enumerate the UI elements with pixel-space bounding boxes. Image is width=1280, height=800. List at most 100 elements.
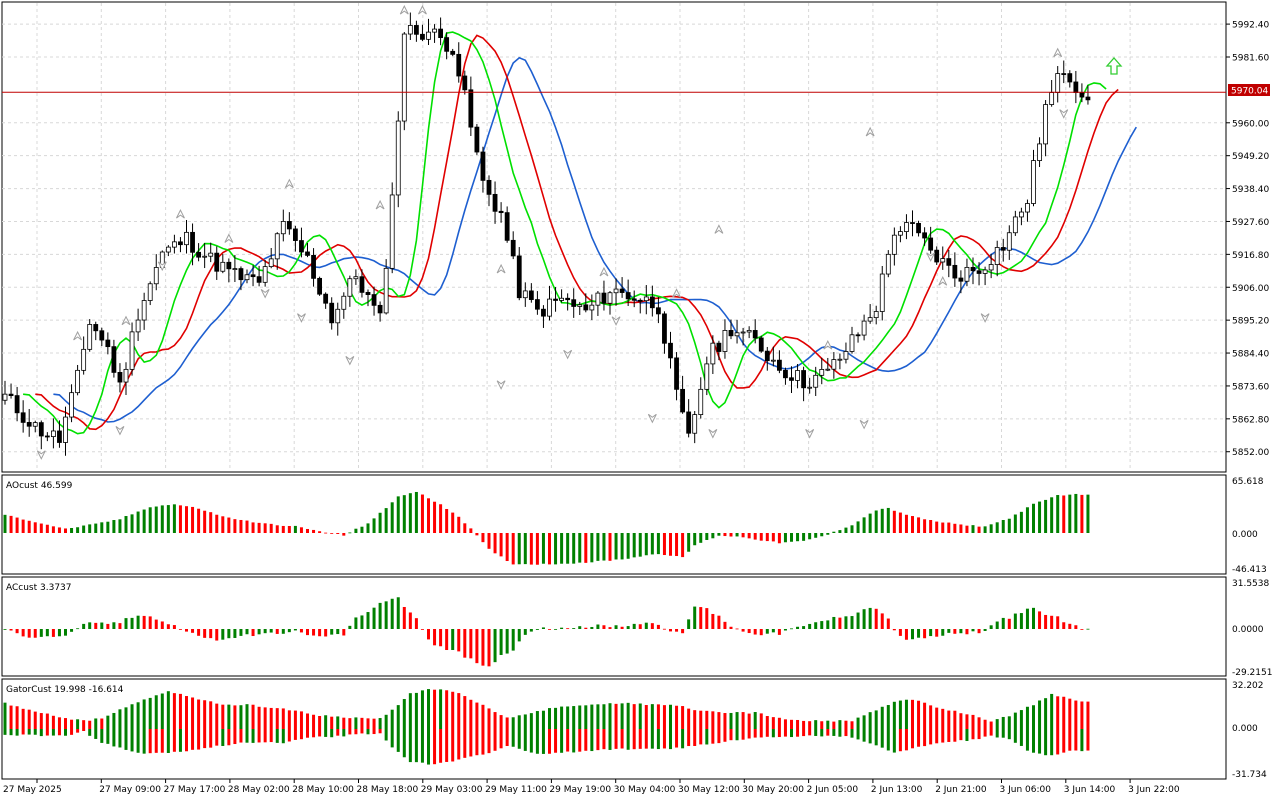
histogram-bar	[832, 616, 836, 629]
histogram-bar	[620, 729, 624, 749]
candle-body-bear	[1079, 92, 1085, 98]
fractal-down-marker	[260, 288, 270, 299]
histogram-bar	[560, 729, 564, 753]
candle-body-bear	[498, 210, 504, 214]
histogram-bar	[935, 729, 939, 744]
price-panel[interactable]	[1, 1, 1227, 473]
histogram-bar	[844, 527, 848, 533]
histogram-bar	[874, 510, 878, 533]
histogram-bar	[275, 708, 279, 729]
histogram-bar	[790, 719, 793, 729]
candle-body-bear	[716, 342, 722, 352]
histogram-bar	[348, 718, 352, 729]
candle	[474, 124, 480, 155]
histogram-bar	[396, 597, 400, 629]
candle	[262, 260, 268, 287]
histogram-bar	[826, 720, 830, 729]
histogram-bar	[185, 729, 188, 752]
histogram-bar	[584, 533, 588, 563]
histogram-bar	[402, 606, 406, 629]
histogram-bar	[923, 702, 927, 729]
candle	[20, 400, 26, 433]
histogram-bar	[971, 729, 975, 740]
candle	[904, 214, 909, 240]
histogram-bar	[790, 628, 793, 630]
histogram-bar	[578, 705, 582, 729]
histogram-bar	[892, 629, 896, 631]
histogram-bar	[487, 708, 491, 729]
time-axis-label: 28 May 02:00	[228, 785, 290, 795]
histogram-bar	[402, 495, 406, 533]
histogram-bar	[124, 516, 128, 533]
histogram-bar	[1001, 519, 1005, 533]
candle-body-bear	[299, 240, 304, 253]
candle-body-bull	[873, 311, 879, 319]
candle	[1006, 225, 1012, 260]
histogram-bar	[487, 629, 491, 667]
histogram-bar	[959, 629, 963, 634]
histogram-bar	[469, 729, 473, 757]
histogram-bar	[632, 623, 636, 629]
current-price-tag: 5970.04	[1228, 84, 1270, 97]
histogram-bar	[209, 701, 213, 729]
histogram-bar	[360, 717, 364, 729]
time-axis-label: 29 May 11:00	[485, 785, 547, 795]
gator-panel[interactable]: GatorCust 19.998 -16.614	[1, 678, 1227, 780]
candle	[141, 292, 147, 330]
candle-body-bear	[649, 296, 655, 309]
candle-body-bear	[1000, 247, 1006, 251]
histogram-bar	[505, 729, 509, 746]
histogram-bar	[850, 616, 854, 629]
histogram-bar	[850, 729, 854, 738]
histogram-bar	[414, 491, 418, 533]
histogram-bar	[832, 721, 836, 729]
histogram-bar	[777, 533, 781, 544]
histogram-bar	[287, 710, 291, 729]
candle	[656, 297, 661, 324]
histogram-bar	[995, 719, 999, 729]
candle	[1043, 100, 1048, 157]
histogram-bar	[693, 710, 697, 729]
histogram-bar	[366, 718, 370, 729]
candle-body-bear	[680, 388, 685, 413]
fractal-down-marker	[926, 252, 936, 262]
candle	[619, 277, 625, 298]
candle	[93, 321, 99, 341]
histogram-bar	[614, 729, 618, 749]
histogram-bar	[384, 601, 388, 629]
histogram-bar	[644, 622, 648, 629]
histogram-bar	[263, 729, 267, 743]
histogram-bar	[378, 729, 382, 734]
histogram-bar	[566, 533, 570, 564]
histogram-bar	[892, 510, 896, 533]
histogram-bar	[239, 519, 243, 533]
time-axis-label: 3 Jun 22:00	[1128, 785, 1180, 795]
candle	[764, 346, 770, 371]
candle-body-bull	[395, 120, 401, 196]
fractal-up-marker	[714, 224, 724, 234]
histogram-bar	[747, 533, 751, 539]
histogram-bar	[142, 699, 146, 729]
histogram-bar	[596, 624, 600, 629]
candle-body-bear	[910, 222, 915, 224]
histogram-bar	[439, 629, 443, 647]
histogram-bar	[838, 720, 842, 729]
histogram-bar	[154, 619, 158, 629]
histogram-bar	[112, 729, 116, 747]
candle	[770, 346, 776, 367]
candle-body-bear	[789, 377, 794, 381]
histogram-bar	[735, 628, 739, 630]
histogram-bar	[414, 618, 418, 629]
histogram-bar	[172, 693, 176, 729]
candle	[268, 247, 274, 269]
ac-panel[interactable]: ACcust 3.3737	[1, 576, 1227, 677]
candle	[147, 281, 153, 306]
ao-panel[interactable]: AOcust 46.599	[1, 474, 1227, 575]
histogram-bar	[57, 717, 61, 729]
candle-body-bear	[565, 297, 571, 301]
candle	[607, 290, 613, 315]
candle-body-bull	[389, 194, 395, 269]
histogram-bar	[989, 524, 993, 533]
candle	[498, 202, 504, 223]
